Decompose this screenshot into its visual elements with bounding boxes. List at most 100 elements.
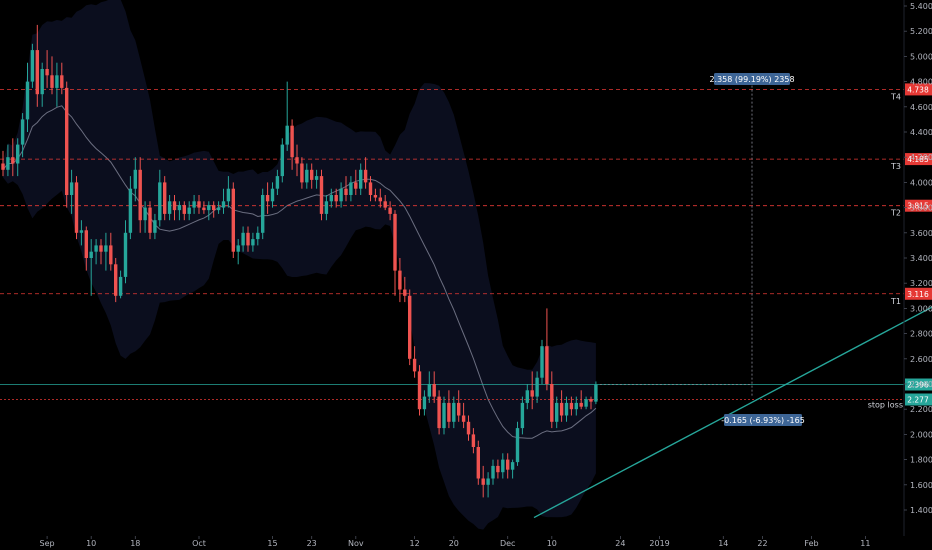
candle-body[interactable]	[314, 176, 319, 180]
candle-body[interactable]	[60, 75, 64, 88]
candle-body[interactable]	[207, 205, 211, 211]
candle-body[interactable]	[65, 87, 69, 195]
candle-body[interactable]	[481, 478, 485, 485]
candle-body[interactable]	[388, 207, 392, 214]
candle-body[interactable]	[35, 50, 39, 95]
candle-body[interactable]	[25, 81, 30, 120]
candle-body[interactable]	[403, 289, 407, 296]
candle-body[interactable]	[300, 163, 304, 183]
candle-body[interactable]	[422, 396, 427, 410]
candle-body[interactable]	[290, 125, 294, 158]
candle-body[interactable]	[349, 182, 353, 195]
candle-body[interactable]	[564, 402, 569, 416]
candle-body[interactable]	[275, 176, 280, 189]
candle-body[interactable]	[515, 428, 520, 463]
candle-body[interactable]	[559, 402, 564, 416]
candle-body[interactable]	[50, 75, 54, 88]
candle-body[interactable]	[40, 69, 44, 95]
candle-body[interactable]	[94, 245, 98, 252]
candle-body[interactable]	[545, 346, 549, 384]
candle-body[interactable]	[461, 415, 466, 422]
candle-body[interactable]	[158, 182, 162, 221]
candle-body[interactable]	[11, 157, 15, 164]
candle-body[interactable]	[378, 197, 382, 202]
candle-body[interactable]	[295, 157, 299, 164]
candle-body[interactable]	[417, 371, 422, 410]
candle-body[interactable]	[99, 245, 103, 252]
candle-body[interactable]	[310, 169, 314, 180]
candle-body[interactable]	[1, 163, 5, 170]
candle-body[interactable]	[594, 384, 598, 402]
candle-body[interactable]	[535, 377, 539, 397]
candle-body[interactable]	[182, 205, 186, 214]
candle-body[interactable]	[329, 195, 333, 202]
candle-body[interactable]	[373, 195, 378, 198]
candle-body[interactable]	[319, 176, 324, 214]
candle-body[interactable]	[118, 276, 123, 296]
candle-body[interactable]	[231, 188, 235, 252]
candle-body[interactable]	[412, 358, 417, 372]
candle-body[interactable]	[45, 69, 49, 76]
candle-body[interactable]	[506, 459, 510, 470]
candle-body[interactable]	[501, 459, 505, 473]
candle-body[interactable]	[246, 232, 250, 246]
candle-body[interactable]	[427, 384, 431, 397]
candle-body[interactable]	[324, 201, 329, 214]
candle-body[interactable]	[452, 402, 456, 422]
candle-body[interactable]	[285, 125, 289, 145]
candle-body[interactable]	[251, 239, 255, 246]
candle-body[interactable]	[584, 399, 588, 407]
candle-body[interactable]	[270, 188, 275, 202]
candle-body[interactable]	[579, 402, 583, 407]
candle-body[interactable]	[6, 157, 10, 170]
candle-body[interactable]	[363, 169, 368, 183]
candle-body[interactable]	[550, 384, 554, 422]
candle-body[interactable]	[109, 245, 113, 265]
candle-body[interactable]	[123, 232, 128, 277]
candle-body[interactable]	[344, 188, 348, 195]
candle-body[interactable]	[457, 402, 461, 416]
candle-body[interactable]	[589, 399, 593, 402]
candle-body[interactable]	[202, 207, 206, 211]
candle-body[interactable]	[334, 195, 338, 202]
candle-body[interactable]	[359, 169, 363, 189]
candle-body[interactable]	[163, 182, 167, 214]
candle-body[interactable]	[226, 188, 231, 202]
candle-body[interactable]	[143, 207, 147, 221]
candle-body[interactable]	[79, 230, 84, 233]
candle-body[interactable]	[221, 201, 226, 208]
candle-body[interactable]	[383, 201, 387, 208]
candle-body[interactable]	[476, 447, 480, 479]
candle-body[interactable]	[305, 169, 309, 183]
candle-body[interactable]	[241, 232, 245, 246]
candle-body[interactable]	[55, 75, 59, 88]
candle-body[interactable]	[525, 390, 529, 403]
candle-body[interactable]	[261, 195, 265, 233]
candle-body[interactable]	[104, 245, 108, 252]
candle-body[interactable]	[471, 434, 476, 447]
candle-body[interactable]	[236, 245, 240, 252]
candle-body[interactable]	[569, 402, 574, 410]
candle-body[interactable]	[530, 390, 534, 397]
candle-body[interactable]	[20, 119, 25, 145]
candle-body[interactable]	[466, 421, 471, 435]
candle-body[interactable]	[447, 402, 451, 422]
candle-body[interactable]	[432, 384, 436, 397]
candle-body[interactable]	[197, 201, 201, 208]
candle-body[interactable]	[520, 402, 525, 429]
candle-body[interactable]	[437, 396, 441, 429]
candle-body[interactable]	[30, 50, 35, 82]
candle-body[interactable]	[153, 220, 157, 233]
candle-body[interactable]	[192, 201, 196, 208]
candle-body[interactable]	[496, 465, 500, 473]
candle-body[interactable]	[510, 462, 515, 470]
candle-body[interactable]	[408, 295, 412, 359]
candle-body[interactable]	[486, 478, 490, 485]
candle-body[interactable]	[280, 144, 284, 177]
candle-body[interactable]	[172, 201, 177, 211]
candle-body[interactable]	[339, 188, 343, 202]
candle-body[interactable]	[89, 251, 93, 258]
candle-body[interactable]	[256, 232, 260, 240]
candle-body[interactable]	[84, 230, 88, 258]
